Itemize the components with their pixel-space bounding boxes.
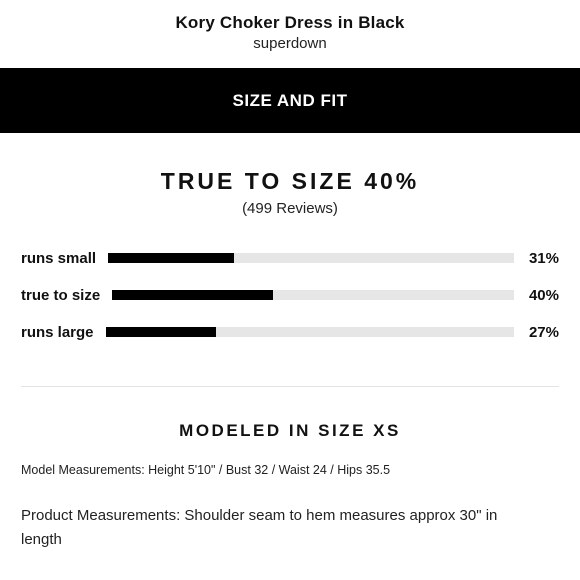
review-count[interactable]: (499 Reviews) <box>242 200 338 217</box>
modeled-size-heading: MODELED IN SIZE XS <box>179 421 401 440</box>
fit-row-true-to-size: true to size 40% <box>21 285 559 305</box>
fit-headline: TRUE TO SIZE 40% <box>160 168 420 194</box>
fit-row-percent: 27% <box>528 323 559 341</box>
size-and-fit-banner: SIZE AND FIT <box>0 68 580 133</box>
fit-bar-fill <box>112 290 273 300</box>
product-title: Kory Choker Dress in Black <box>175 13 405 32</box>
fit-row-label: runs small <box>21 249 97 267</box>
fit-row-percent: 40% <box>528 286 559 304</box>
fit-bar-track <box>112 290 514 300</box>
product-brand[interactable]: superdown <box>253 35 327 52</box>
fit-bar-fill <box>105 327 216 337</box>
fit-row-runs-small: runs small 31% <box>21 248 559 268</box>
fit-row-label: true to size <box>21 286 101 304</box>
fit-row-percent: 31% <box>528 249 559 267</box>
product-measurements: Product Measurements: Shoulder seam to h… <box>21 507 498 548</box>
section-divider <box>21 386 559 387</box>
fit-row-label: runs large <box>21 323 94 341</box>
fit-summary: TRUE TO SIZE 40% (499 Reviews) <box>0 166 580 218</box>
fit-row-runs-large: runs large 27% <box>21 322 559 342</box>
fit-bar-track <box>105 327 514 337</box>
fit-bar-fill <box>108 253 234 263</box>
model-measurements: Model Measurements: Height 5'10" / Bust … <box>21 463 391 477</box>
fit-bar-track <box>108 253 514 263</box>
product-header: Kory Choker Dress in Black superdown <box>0 0 580 56</box>
